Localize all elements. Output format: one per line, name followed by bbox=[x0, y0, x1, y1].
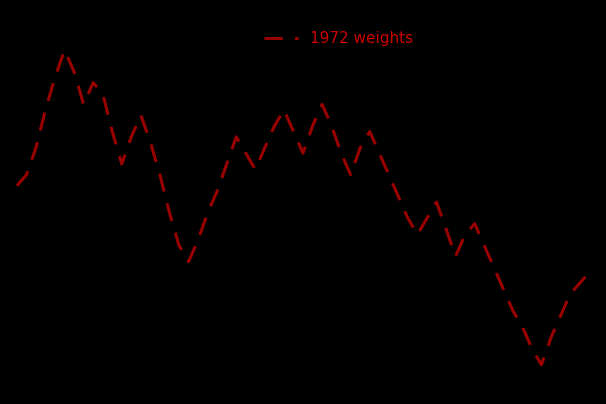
Legend: 1972 weights: 1972 weights bbox=[264, 31, 413, 46]
